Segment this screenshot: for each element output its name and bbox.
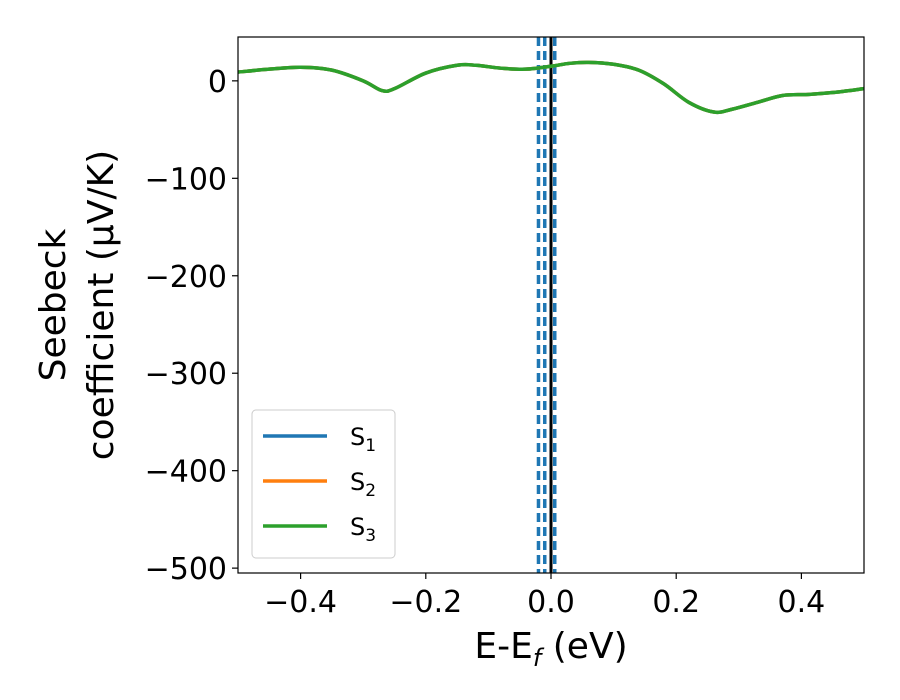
y-tick-label: −500 [145,552,227,587]
y-tick-label: −200 [145,260,227,295]
legend-label-s2: S2 [350,468,376,501]
x-axis-label-suffix: (eV) [541,626,627,667]
x-tick-label: 0.2 [652,585,700,620]
series-lines [237,60,865,115]
x-axis-label-base: E-E [474,626,532,667]
y-tick-label: −400 [145,455,227,490]
legend-label-s3: S3 [350,513,376,546]
x-axis-ticks: −0.4 −0.2 0.0 0.2 0.4 [264,573,825,620]
x-tick-label: 0.0 [527,585,575,620]
series-line-s3 [237,60,865,115]
x-tick-label: −0.2 [389,585,462,620]
y-tick-label: 0 [208,65,227,100]
legend-label-s1: S1 [350,423,376,456]
y-tick-label: −100 [145,162,227,197]
reference-lines [536,37,557,573]
y-axis-ticks: 0 −100 −200 −300 −400 −500 [145,65,238,587]
y-axis-label-line1: Seebeck [33,228,74,381]
legend-box [251,409,396,559]
x-tick-label: −0.4 [264,585,337,620]
x-axis-label: E-Ef (eV) [474,626,627,672]
y-tick-label: −300 [145,357,227,392]
legend: S1 S2 S3 [251,409,396,559]
x-tick-label: 0.4 [778,585,826,620]
y-axis-label-line2: coefficient (μV/K) [81,150,122,460]
